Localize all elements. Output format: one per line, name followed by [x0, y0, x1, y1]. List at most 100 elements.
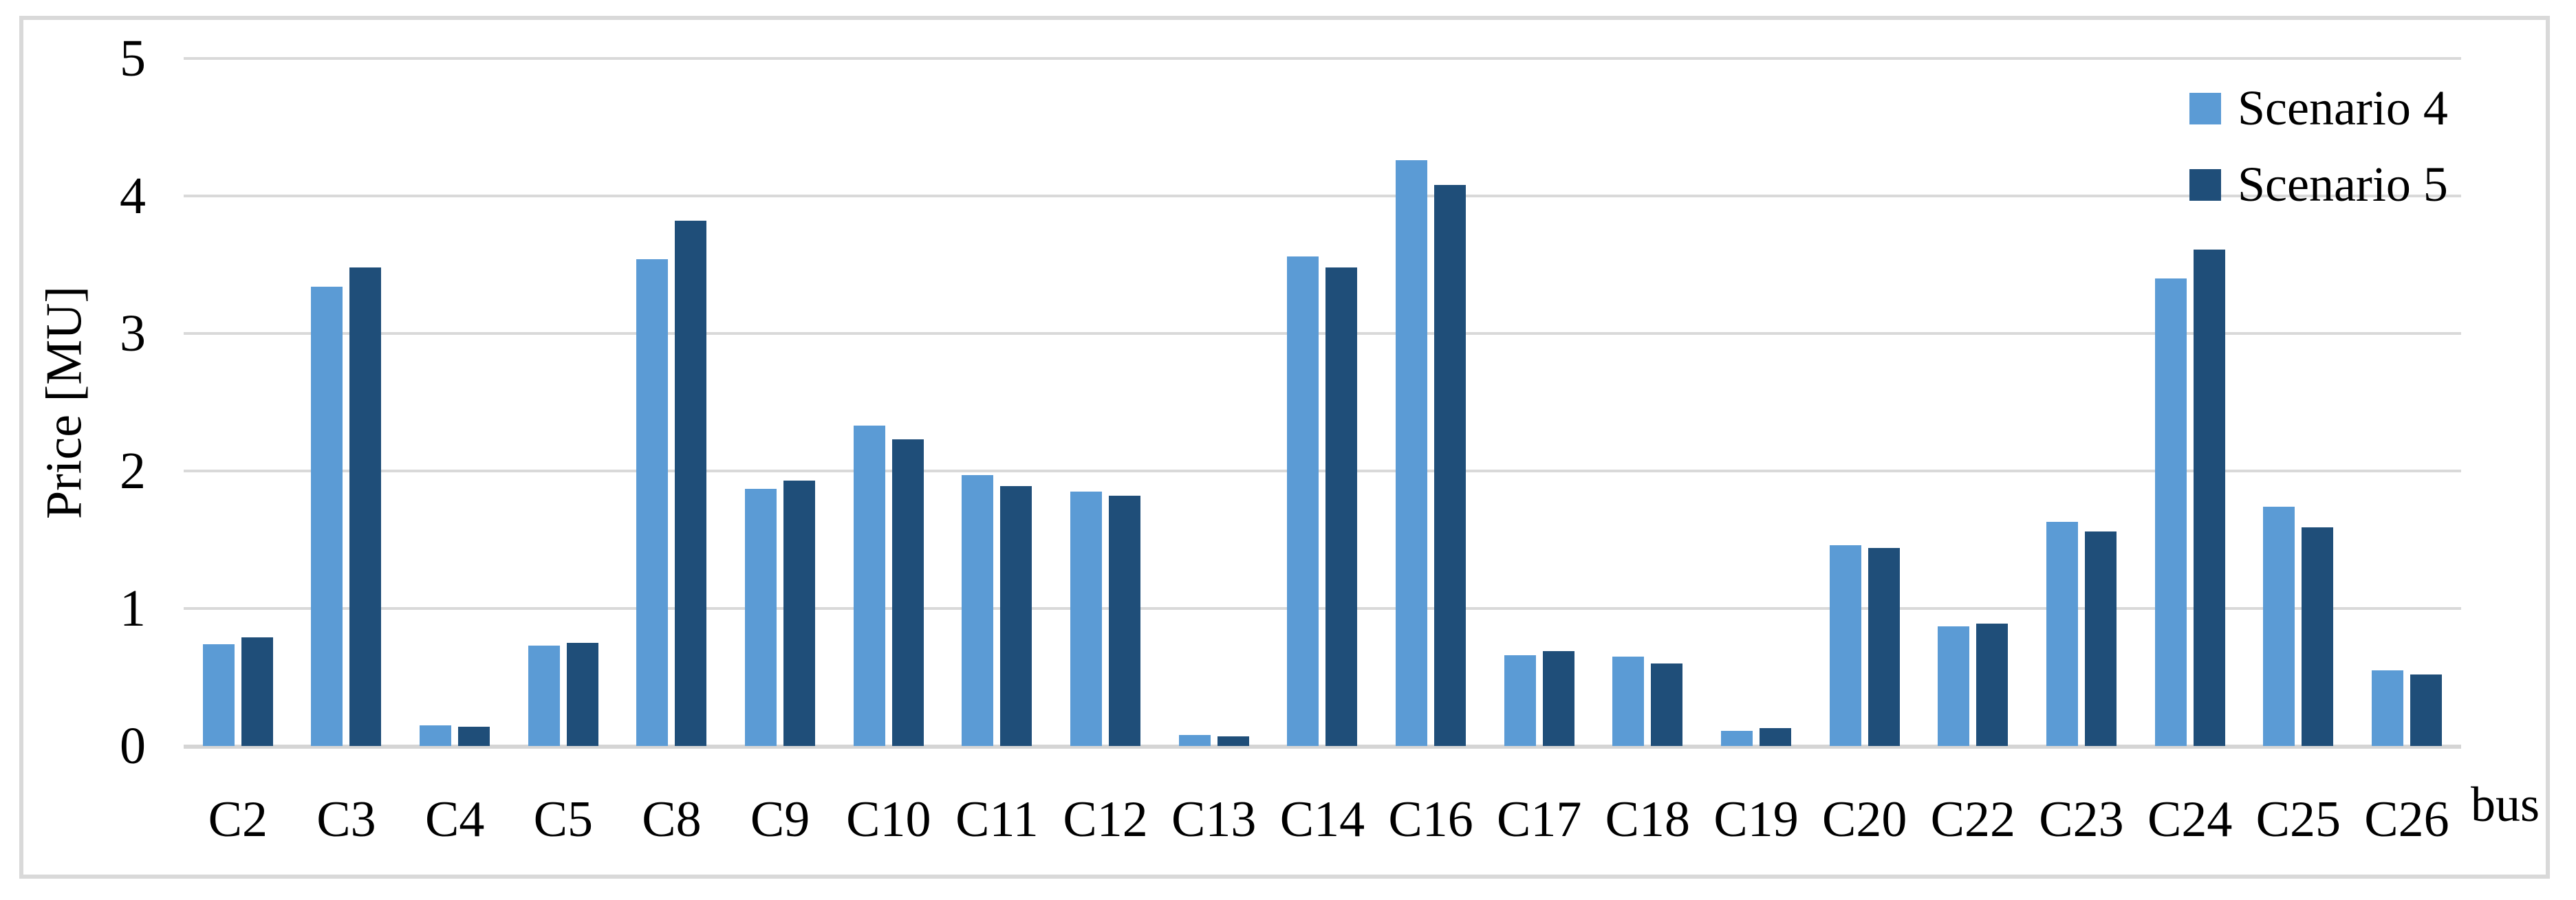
bar-scenario-5-C2 [241, 637, 273, 746]
bar-scenario-4-C9 [745, 489, 777, 746]
bar-scenario-4-C20 [1829, 545, 1861, 746]
legend-item-scenario-5: Scenario 5 [2189, 157, 2448, 212]
bar-scenario-5-C5 [566, 643, 598, 746]
y-axis-title: Price [MU] [36, 285, 93, 519]
bar-scenario-5-C19 [1760, 728, 1792, 746]
gridline-y1 [184, 607, 2461, 610]
y-tick-label-5: 5 [120, 30, 146, 87]
bar-scenario-5-C22 [1976, 624, 2009, 746]
gridline-y4 [184, 195, 2461, 197]
bar-scenario-4-C8 [636, 259, 669, 746]
bar-group-C10: C10 [846, 58, 931, 845]
bar-scenario-5-C25 [2302, 527, 2334, 746]
category-label-C24: C24 [2147, 791, 2233, 848]
bar-scenario-4-C26 [2371, 670, 2403, 746]
y-tick-label-4: 4 [120, 167, 146, 225]
bar-groups-layer: C2 C3 C4 C5 C8 C9 C10 C11 C12 C13 C14 C16 C17 C18 C19 C… [184, 58, 2461, 845]
bar-scenario-5-C26 [2410, 674, 2442, 746]
gridline-y3 [184, 332, 2461, 335]
category-label-C13: C13 [1171, 791, 1257, 848]
category-label-C19: C19 [1713, 791, 1799, 848]
bar-scenario-4-C12 [1070, 492, 1103, 746]
legend-label-scenario-4: Scenario 4 [2238, 80, 2448, 135]
bar-group-C8: C8 [636, 58, 707, 845]
bar-scenario-4-C18 [1612, 657, 1645, 746]
bar-scenario-4-C4 [420, 725, 452, 746]
bar-group-C26: C26 [2364, 58, 2449, 845]
category-label-C9: C9 [750, 791, 810, 848]
category-label-C5: C5 [533, 791, 593, 848]
bar-scenario-5-C14 [1325, 267, 1358, 746]
gridline-y2 [184, 470, 2461, 472]
x-axis-title: bus [2471, 777, 2540, 832]
y-tick-label-2: 2 [120, 442, 146, 500]
bar-scenario-5-C18 [1651, 663, 1683, 746]
bar-group-C22: C22 [1931, 58, 2015, 845]
bar-group-C16: C16 [1388, 58, 1473, 845]
category-label-C8: C8 [642, 791, 702, 848]
bar-scenario-5-C11 [1000, 486, 1032, 746]
category-label-C4: C4 [424, 791, 485, 848]
bar-group-C9: C9 [745, 58, 816, 845]
category-label-C16: C16 [1388, 791, 1473, 848]
bar-group-C11: C11 [955, 58, 1039, 845]
bar-group-C12: C12 [1063, 58, 1148, 845]
x-axis-line [184, 745, 2461, 749]
category-label-C18: C18 [1605, 791, 1691, 848]
legend-swatch-scenario-5 [2189, 168, 2221, 201]
bar-scenario-4-C3 [311, 287, 343, 746]
bar-scenario-4-C14 [1287, 256, 1319, 746]
bar-scenario-4-C5 [528, 646, 560, 746]
bar-group-C13: C13 [1171, 58, 1256, 845]
category-label-C17: C17 [1497, 791, 1582, 848]
figure-border [19, 16, 2550, 879]
category-label-C23: C23 [2039, 791, 2124, 848]
bar-scenario-5-C10 [891, 439, 924, 746]
y-tick-label-1: 1 [120, 580, 146, 637]
category-label-C11: C11 [955, 791, 1039, 848]
legend: Scenario 4 Scenario 5 [2189, 80, 2448, 234]
legend-label-scenario-5: Scenario 5 [2238, 157, 2448, 212]
category-label-C10: C10 [846, 791, 931, 848]
bar-scenario-5-C16 [1434, 185, 1466, 746]
bar-group-C2: C2 [202, 58, 273, 845]
bar-group-C23: C23 [2039, 58, 2124, 845]
category-label-C26: C26 [2364, 791, 2449, 848]
category-label-C22: C22 [1930, 791, 2016, 848]
gridline-y5 [184, 57, 2461, 60]
bar-group-C19: C19 [1713, 58, 1799, 845]
category-label-C2: C2 [208, 791, 268, 848]
bar-scenario-5-C3 [349, 267, 382, 746]
bar-scenario-5-C12 [1109, 496, 1141, 746]
bar-scenario-5-C13 [1217, 736, 1249, 746]
bar-group-C17: C17 [1497, 58, 1581, 845]
bar-scenario-5-C24 [2193, 250, 2225, 746]
bar-group-C4: C4 [420, 58, 490, 845]
category-label-C12: C12 [1063, 791, 1148, 848]
bar-scenario-5-C17 [1542, 651, 1574, 746]
bar-scenario-5-C8 [675, 221, 707, 746]
legend-swatch-scenario-4 [2189, 92, 2221, 124]
bar-scenario-4-C23 [2046, 522, 2078, 746]
bar-group-C14: C14 [1280, 58, 1365, 845]
category-label-C3: C3 [316, 791, 376, 848]
category-label-C14: C14 [1279, 791, 1365, 848]
bar-group-C24: C24 [2147, 58, 2232, 845]
bar-scenario-5-C4 [458, 727, 490, 746]
bar-scenario-4-C10 [853, 426, 885, 746]
bar-group-C25: C25 [2256, 58, 2341, 845]
bar-scenario-4-C25 [2263, 507, 2295, 746]
category-label-C20: C20 [1821, 791, 1907, 848]
bar-scenario-4-C17 [1504, 655, 1536, 746]
bar-group-C18: C18 [1605, 58, 1690, 845]
bar-group-C20: C20 [1822, 58, 1907, 845]
bar-scenario-4-C24 [2154, 278, 2187, 746]
bar-scenario-4-C19 [1721, 731, 1753, 746]
bar-group-C5: C5 [528, 58, 598, 845]
bar-scenario-5-C20 [1868, 548, 1900, 746]
bar-scenario-5-C23 [2084, 531, 2117, 746]
bar-group-C3: C3 [311, 58, 382, 845]
bar-scenario-4-C2 [202, 644, 235, 746]
category-label-C25: C25 [2255, 791, 2341, 848]
